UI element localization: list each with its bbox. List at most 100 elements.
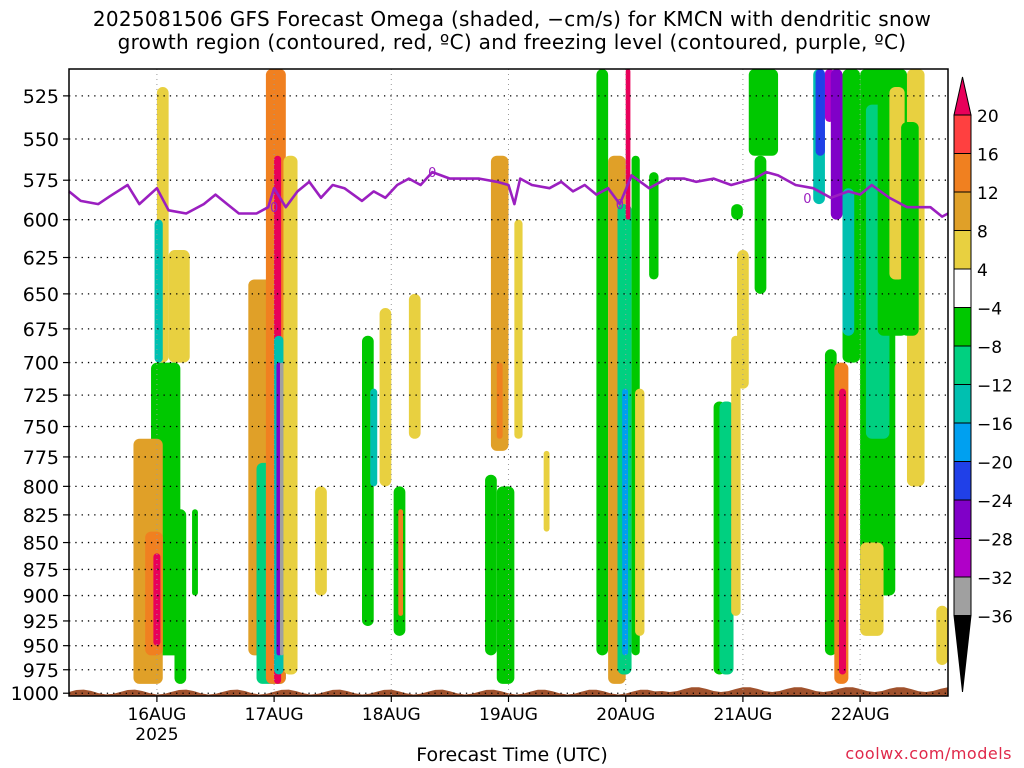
omega-cell	[168, 250, 190, 363]
omega-cell	[622, 388, 629, 656]
freezing-level-label: 0	[803, 192, 811, 207]
surface-terrain-layer	[69, 687, 948, 696]
y-tick-label: 875	[23, 559, 59, 581]
colorbar-label: −20	[977, 454, 1013, 474]
colorbar-label: −36	[977, 608, 1013, 628]
y-tick-label: 1000	[11, 683, 59, 705]
colorbar-swatch	[953, 384, 972, 424]
colorbar-label: −16	[977, 415, 1013, 435]
colorbar-swatch	[953, 191, 972, 231]
colorbar-swatch	[953, 307, 972, 347]
colorbar-label: −32	[977, 569, 1013, 589]
omega-cell	[860, 542, 884, 636]
freezing-level-line	[68, 170, 949, 218]
omega-cell	[370, 388, 378, 487]
omega-cell	[889, 87, 905, 280]
omega-cell	[824, 349, 837, 656]
colorbar-swatch	[953, 153, 972, 193]
y-tick-label: 800	[23, 476, 59, 498]
colorbar-label: −8	[977, 338, 1002, 358]
colorbar-label: 8	[977, 223, 988, 243]
colorbar-swatch	[953, 576, 972, 616]
y-tick-label: 575	[23, 170, 59, 192]
colorbar-label: 20	[977, 107, 999, 127]
colorbar-swatch	[953, 538, 972, 578]
y-tick-label: 625	[23, 248, 59, 270]
x-axis: 16AUG 17AUG 18AUG 19AUG 20AUG 21AUG 22AUG 2025	[127, 696, 890, 745]
colorbar-label: −28	[977, 531, 1013, 551]
x-tick-label: 18AUG	[362, 705, 421, 725]
freezing-level-label: 0	[616, 198, 624, 213]
colorbar-swatch	[953, 345, 972, 385]
omega-cell	[283, 155, 298, 675]
omega-cell	[496, 486, 515, 684]
y-tick-label: 700	[23, 353, 59, 375]
colorbar-label: 4	[977, 261, 988, 281]
omega-shading-layer	[133, 69, 948, 684]
x-axis-label: Forecast Time (UTC)	[416, 744, 608, 766]
omega-cell	[901, 121, 919, 336]
omega-cell	[408, 293, 421, 439]
x-tick-label: 22AUG	[831, 705, 890, 725]
y-tick-label: 675	[23, 319, 59, 341]
credit-text[interactable]: coolwx.com/models	[845, 744, 1012, 763]
x-tick-label: 20AUG	[596, 705, 655, 725]
y-tick-label: 975	[23, 660, 59, 682]
colorbar-bottom-arrow	[953, 615, 972, 693]
colorbar-swatch	[953, 230, 972, 270]
omega-cell	[485, 474, 497, 656]
x-tick-label: 19AUG	[479, 705, 538, 725]
colorbar-swatch	[953, 499, 972, 539]
colorbar: 20 16 12 8 4 −4 −8 −12 −16 −20 −24 −28 −32 −36	[953, 76, 1013, 693]
omega-cell	[192, 509, 198, 596]
freezing-level-label: 0	[428, 166, 436, 181]
x-tick-label: 17AUG	[245, 705, 304, 725]
colorbar-label: 12	[977, 184, 999, 204]
omega-cell	[154, 219, 163, 363]
y-tick-label: 525	[23, 86, 59, 108]
omega-cell	[635, 388, 645, 636]
omega-cell	[936, 605, 948, 665]
colorbar-label: −4	[977, 300, 1002, 320]
omega-cell	[754, 155, 767, 294]
omega-cell	[379, 308, 392, 487]
y-tick-label: 825	[23, 505, 59, 527]
colorbar-swatch	[953, 268, 972, 308]
y-axis: 525 550 575 600 625 650 675 700 725 750 775 800 825 8…	[11, 86, 69, 705]
omega-cell	[490, 155, 509, 451]
x-tick-label: 21AUG	[713, 705, 772, 725]
omega-cell	[842, 188, 855, 336]
x-tick-label: 16AUG	[127, 705, 186, 725]
colorbar-top-arrow	[953, 76, 972, 116]
y-tick-label: 900	[23, 586, 59, 608]
omega-cell	[731, 335, 741, 616]
y-tick-label: 600	[23, 210, 59, 232]
omega-cell	[649, 172, 659, 280]
omega-cell	[719, 401, 734, 675]
colorbar-label: −12	[977, 377, 1013, 397]
omega-cell	[279, 362, 284, 656]
colorbar-swatch	[953, 461, 972, 501]
omega-cell	[731, 204, 743, 220]
y-tick-label: 550	[23, 129, 59, 151]
colorbar-swatch	[953, 422, 972, 462]
colorbar-swatch	[953, 114, 972, 154]
y-tick-label: 750	[23, 417, 59, 439]
chart-title-line-1: 2025081506 GFS Forecast Omega (shaded, −…	[92, 7, 932, 31]
omega-cell	[625, 69, 631, 220]
chart-title-line-2: growth region (contoured, red, ºC) and f…	[117, 30, 907, 54]
surface-terrain	[69, 687, 948, 696]
omega-cell	[543, 450, 550, 532]
x-year-label: 2025	[135, 725, 178, 745]
omega-cell	[496, 362, 503, 439]
y-tick-label: 850	[23, 533, 59, 555]
colorbar-label: −24	[977, 492, 1013, 512]
y-tick-label: 950	[23, 636, 59, 658]
chart-title: 2025081506 GFS Forecast Omega (shaded, −…	[0, 8, 1024, 54]
omega-cell	[596, 69, 609, 656]
omega-cell	[398, 509, 404, 616]
omega-cell	[839, 388, 847, 675]
omega-cell	[174, 509, 187, 684]
omega-cell	[748, 69, 779, 156]
